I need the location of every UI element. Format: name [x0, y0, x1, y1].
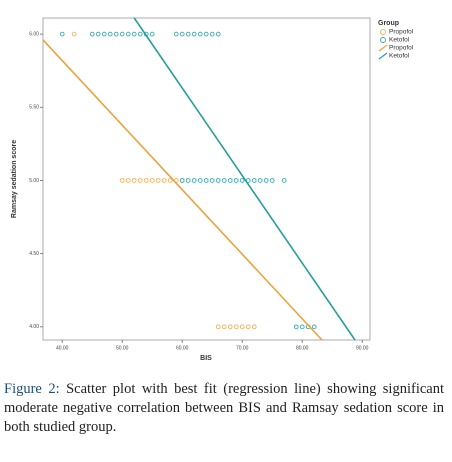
x-tick-label: 70.00 [236, 345, 249, 351]
point [215, 324, 221, 330]
point [245, 324, 251, 330]
point [233, 324, 239, 330]
point [227, 324, 233, 330]
point [197, 31, 203, 37]
legend-label: Ketofol [389, 53, 410, 60]
point [185, 31, 191, 37]
caption-label: Figure 2: [4, 381, 60, 397]
point [281, 178, 287, 183]
point [107, 31, 113, 37]
point [191, 31, 197, 37]
legend-label: Propofol [389, 29, 414, 36]
point [131, 178, 137, 183]
point [233, 178, 239, 183]
legend-label: Propofol [389, 45, 414, 52]
legend-symbol [378, 52, 388, 60]
point [257, 178, 263, 183]
point [263, 178, 269, 183]
point [179, 31, 185, 37]
caption-text: Scatter plot with best fit (regression l… [4, 381, 444, 435]
fit-line [42, 39, 323, 341]
point [215, 178, 221, 183]
y-tick-label: 5.50 [29, 105, 39, 111]
point [251, 178, 257, 183]
caption: Figure 2: Scatter plot with best fit (re… [4, 380, 444, 437]
point [185, 178, 191, 183]
y-tick-label: 6.00 [29, 31, 39, 37]
point [161, 178, 167, 183]
legend-symbol [378, 44, 388, 52]
point [137, 31, 143, 37]
point [203, 178, 209, 183]
legend-symbol [380, 29, 386, 35]
point [251, 324, 257, 330]
point [155, 178, 161, 183]
point [137, 178, 143, 183]
point [221, 178, 227, 183]
point [143, 178, 149, 183]
x-axis-label: BIS [200, 355, 212, 362]
point [125, 178, 131, 183]
point [131, 31, 137, 37]
point [239, 324, 245, 330]
legend-title: Group [378, 20, 399, 27]
point [227, 178, 233, 183]
x-tick-label: 50.00 [116, 345, 129, 351]
point [149, 31, 155, 37]
point [95, 31, 101, 37]
point [119, 31, 125, 37]
point [125, 31, 131, 37]
point [59, 31, 65, 37]
legend-label: Ketofol [389, 37, 410, 44]
point [197, 178, 203, 183]
y-axis-label: Ramsay sedation score [11, 140, 18, 218]
legend-symbol [380, 37, 386, 43]
y-tick-label: 5.00 [29, 178, 39, 184]
point [173, 31, 179, 37]
y-tick-label: 4.50 [29, 251, 39, 257]
y-tick-label: 4.00 [29, 324, 39, 330]
point [203, 31, 209, 37]
x-tick-label: 40.00 [56, 345, 69, 351]
point [191, 178, 197, 183]
point [209, 31, 215, 37]
point [119, 178, 125, 183]
point [215, 31, 221, 37]
point [221, 324, 227, 330]
point [71, 31, 77, 37]
point [149, 178, 155, 183]
point [179, 178, 185, 183]
point [299, 324, 305, 330]
point [269, 178, 275, 183]
point [209, 178, 215, 183]
point [89, 31, 95, 37]
point [101, 31, 107, 37]
x-tick-label: 90.00 [356, 345, 369, 351]
point [113, 31, 119, 37]
x-tick-label: 80.00 [296, 345, 309, 351]
chart: BIS Ramsay sedation score Group 40.00 50.… [11, 17, 414, 362]
point [167, 178, 173, 183]
point [239, 178, 245, 183]
point [293, 324, 299, 330]
x-tick-label: 60.00 [176, 345, 189, 351]
point [311, 324, 317, 330]
fit-line [133, 17, 356, 341]
